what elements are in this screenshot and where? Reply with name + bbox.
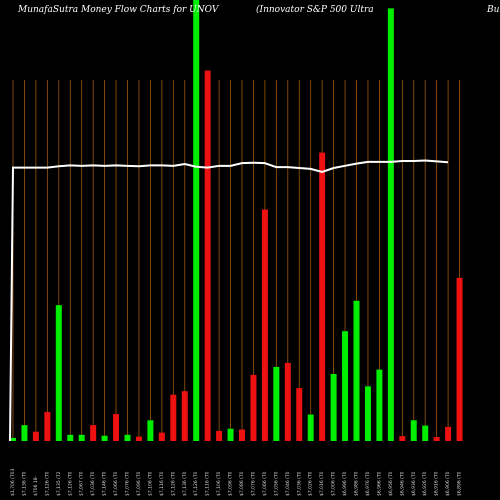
x-tick-label: $6,966 (T0 <box>376 471 382 496</box>
x-tick-label: $6,936 (T0 <box>411 471 417 496</box>
x-tick-label: $1,706 (T03 <box>10 468 16 496</box>
volume-bar <box>78 434 85 441</box>
x-tick-label: $7,126 (T0 <box>44 471 50 496</box>
x-tick-label: $7,056 (T0 <box>273 471 279 496</box>
volume-bar <box>44 411 51 441</box>
x-tick-label: $7,126 (T0 <box>170 471 176 496</box>
x-tick-label: $7,116 (T0 <box>205 471 211 496</box>
volume-bar <box>32 431 39 441</box>
chart-title: MunafaSutra Money Flow Charts for UNOV <box>17 5 220 15</box>
volume-bar <box>101 435 108 441</box>
x-tick-label: $6,906 (T0 <box>445 471 451 496</box>
volume-bar <box>456 277 463 441</box>
volume-bar <box>113 414 120 441</box>
volume-bar <box>227 428 234 441</box>
volume-bar <box>399 436 406 441</box>
x-tick-label: $7,106 (T0 <box>216 471 222 496</box>
chart-title-suffix: Bu <box>486 5 500 15</box>
x-tick-label: $7,146 (T0 <box>102 471 108 496</box>
x-tick-label: $7,086 (T0 <box>239 471 245 496</box>
x-tick-label: $7,116 (T0 <box>159 471 165 496</box>
volume-bar <box>307 414 314 441</box>
volume-bar <box>433 437 440 441</box>
x-tick-label: $7,096 (T0 <box>136 471 142 496</box>
x-tick-label: $7,066 (T0 <box>262 471 268 496</box>
volume-bar <box>158 432 165 441</box>
volume-bar <box>342 331 349 441</box>
x-tick-label: $7,067 (T0 <box>79 471 85 496</box>
volume-bar <box>135 436 142 441</box>
x-tick-label: $7,136 (T0 <box>182 471 188 496</box>
x-tick-label: $6,976 (T0 <box>365 471 371 496</box>
x-tick-label: $6,946 (T0 <box>399 471 405 496</box>
volume-bar <box>410 420 417 441</box>
x-tick-label: $7,126 (T0 <box>67 471 73 496</box>
volume-bar <box>353 300 360 441</box>
x-tick-label: $7,126 (T0 <box>193 471 199 496</box>
x-tick-label: $706 18- <box>33 475 39 496</box>
volume-bar <box>124 434 131 441</box>
x-tick-label: $7,106 (T0 <box>147 471 153 496</box>
x-tick-label: $7,046 (T0 <box>285 471 291 496</box>
x-tick-label: $6,896 (T0 <box>457 471 463 496</box>
bars <box>10 0 463 441</box>
volume-bar <box>193 0 200 441</box>
price-line <box>9 159 449 442</box>
volume-bar <box>55 305 62 441</box>
volume-bar <box>250 374 257 441</box>
x-tick-label: $7,036 (T0 <box>90 471 96 496</box>
x-tick-label: $7,036 (T0 <box>296 471 302 496</box>
volume-bar <box>181 391 188 441</box>
volume-bar <box>204 70 211 441</box>
x-tick-label: $7,096 (T0 <box>228 471 234 496</box>
x-tick-label: $6,986 (T0 <box>354 471 360 496</box>
volume-bar <box>387 8 394 441</box>
volume-bar <box>216 430 223 441</box>
x-tick-labels: $1,706 (T03 $7,136 (T0 $706 18- $7,126 (T0 $… <box>10 468 463 496</box>
volume-bar <box>21 425 28 441</box>
volume-bar <box>319 152 326 441</box>
x-tick-label: $6,956 (T0 <box>388 471 394 496</box>
volume-bar <box>445 426 452 441</box>
volume-bar <box>296 388 303 441</box>
x-tick-label: $7,026 (T0 <box>308 471 314 496</box>
x-tick-label: $7,066 (T0 <box>113 471 119 496</box>
volume-bar <box>90 425 97 441</box>
volume-bar <box>422 425 429 441</box>
chart-subtitle: (Innovator S&P 500 Ultra <box>256 4 374 15</box>
volume-bar <box>10 437 16 441</box>
x-tick-label: $7,136 (T0 <box>21 471 27 496</box>
x-tick-label: $6,996 (T0 <box>342 471 348 496</box>
volume-bar <box>376 369 383 441</box>
volume-bar <box>364 386 371 441</box>
x-tick-label: $7,076 (T0 <box>250 471 256 496</box>
volume-bar <box>67 434 74 441</box>
volume-bar <box>330 373 337 441</box>
volume-bar <box>261 209 268 441</box>
x-tick-label: $6,916 (T0 <box>434 471 440 496</box>
volume-bar <box>239 429 245 441</box>
grid-lines <box>12 80 460 441</box>
volume-bar <box>147 420 154 441</box>
volume-bar <box>273 366 280 441</box>
x-tick-label: $7,006 (T0 <box>331 471 337 496</box>
x-tick-label: $7,135 (T2 <box>56 471 62 496</box>
x-tick-label: $7,076 (T0 <box>125 471 131 496</box>
volume-bar <box>170 394 177 441</box>
x-tick-label: $7,016 (T0 <box>319 471 325 496</box>
volume-bar <box>284 362 291 441</box>
x-tick-label: $6,926 (T0 <box>422 471 428 496</box>
